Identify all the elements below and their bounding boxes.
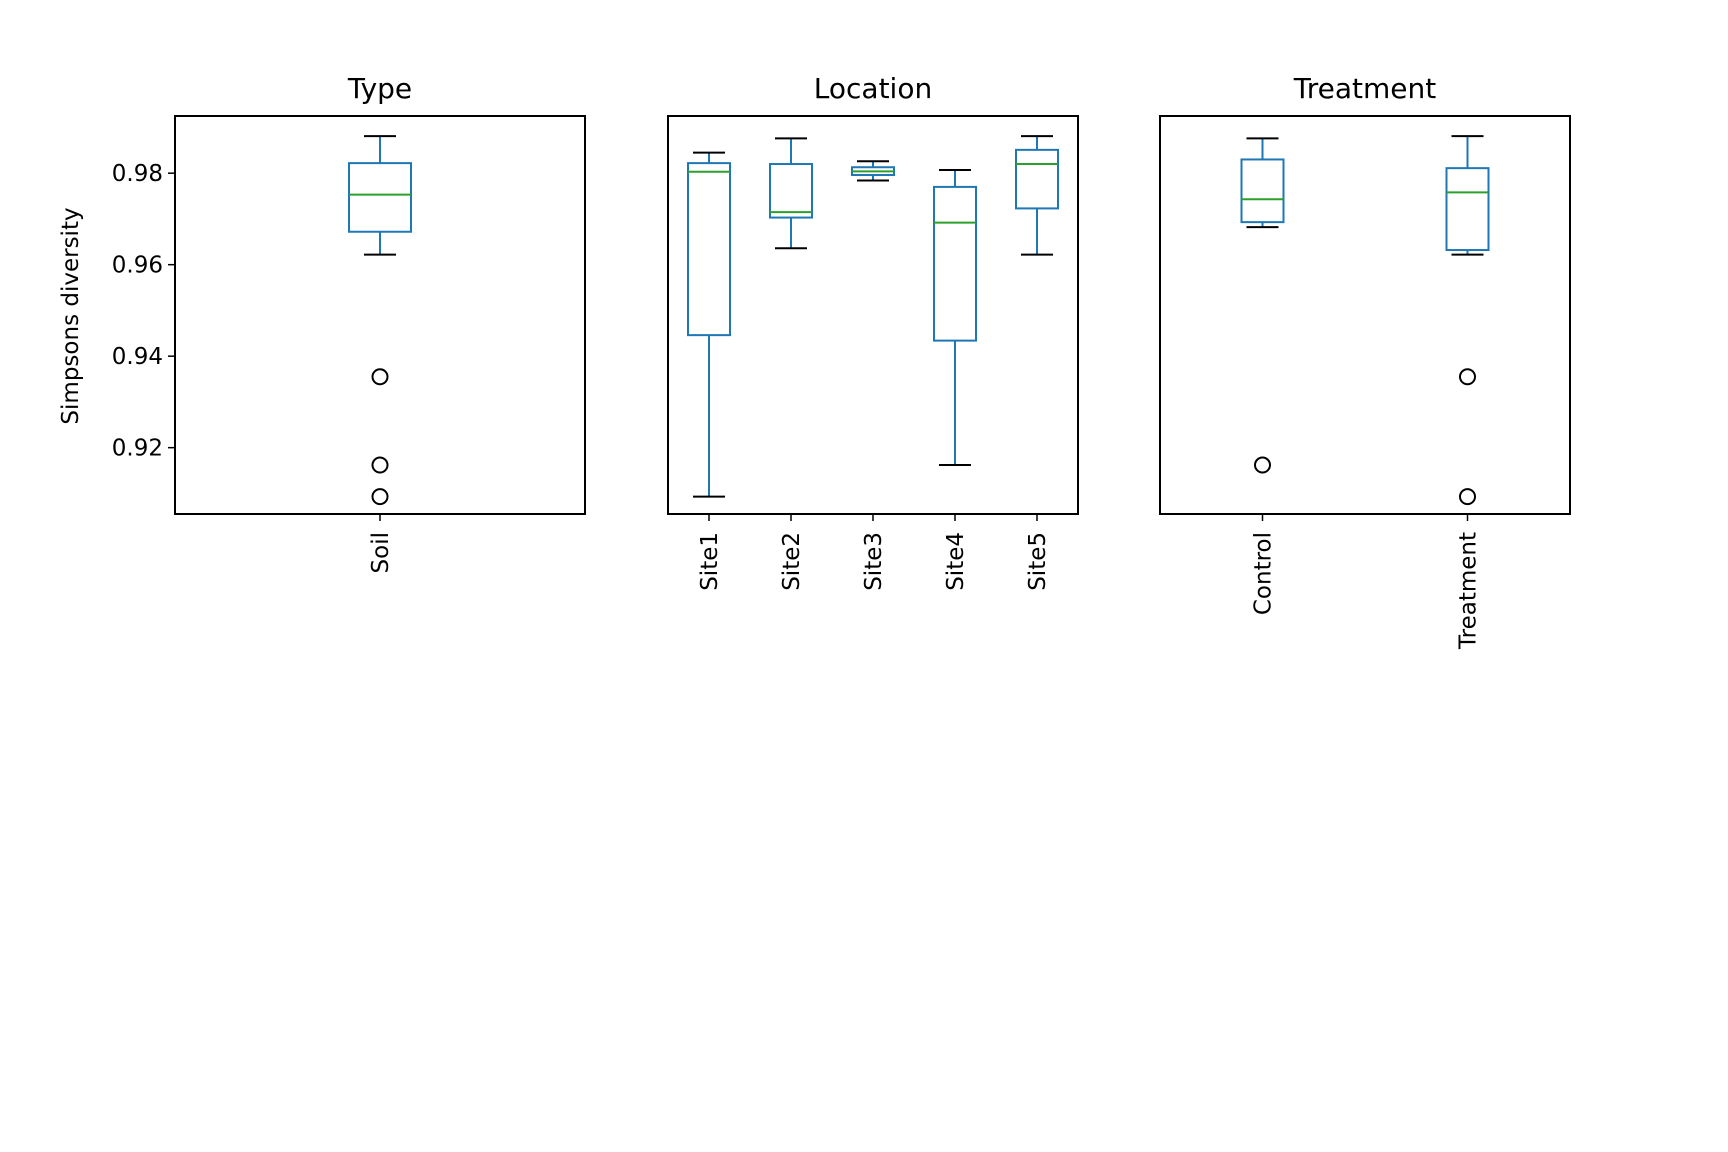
box-iqr — [933, 185, 977, 342]
x-tick-label: Site1 — [697, 532, 723, 591]
axes-frame — [174, 115, 586, 515]
y-tick-label: 0.96 — [112, 253, 163, 279]
panel-treatment: Treatment Control Treatment — [1159, 72, 1571, 650]
box-iqr — [1015, 148, 1059, 210]
box-iqr — [687, 162, 731, 337]
box-site2 — [769, 137, 813, 250]
box-treatment — [1445, 135, 1490, 506]
panels: Type Soil 0.92 0.94 0.96 0.98 Location Site1 Sit… — [112, 72, 1571, 650]
y-tick-label: 0.92 — [112, 436, 163, 462]
box-site4 — [933, 168, 977, 467]
x-tick-label: Soil — [368, 532, 394, 573]
box-iqr — [348, 162, 412, 233]
panel-title: Location — [814, 72, 932, 105]
axes-frame — [1159, 115, 1571, 515]
x-tick-label: Site5 — [1025, 532, 1051, 591]
box-iqr — [1240, 158, 1285, 224]
y-axis-label: Simpsons diversity — [58, 207, 84, 424]
box-site5 — [1015, 135, 1059, 256]
x-tick-label: Site4 — [943, 532, 969, 591]
box-soil — [348, 135, 412, 506]
panel-title: Type — [347, 72, 412, 105]
axes-frame — [667, 115, 1079, 515]
box-site1 — [687, 151, 731, 498]
box-control — [1240, 137, 1285, 474]
outlier-point — [1459, 488, 1476, 506]
panel-title: Treatment — [1293, 72, 1436, 105]
outlier-point — [1254, 456, 1271, 474]
x-tick-label: Site3 — [861, 532, 887, 591]
x-tick-label: Site2 — [779, 532, 805, 591]
panel-type: Type Soil 0.92 0.94 0.96 0.98 — [112, 72, 586, 573]
x-tick-label: Control — [1251, 532, 1277, 615]
outlier-point — [371, 488, 389, 506]
outlier-point — [371, 368, 389, 386]
outlier-point — [1459, 368, 1476, 386]
y-tick-label: 0.94 — [112, 344, 163, 370]
box-iqr — [769, 163, 813, 219]
outlier-point — [371, 456, 389, 474]
panel-location: Location Site1 Site2 Site3 Site4 Site5 — [667, 72, 1079, 591]
x-tick-label: Treatment — [1456, 532, 1482, 650]
box-site3 — [851, 160, 895, 182]
box-iqr — [1445, 167, 1490, 252]
y-tick-label: 0.98 — [112, 161, 163, 187]
